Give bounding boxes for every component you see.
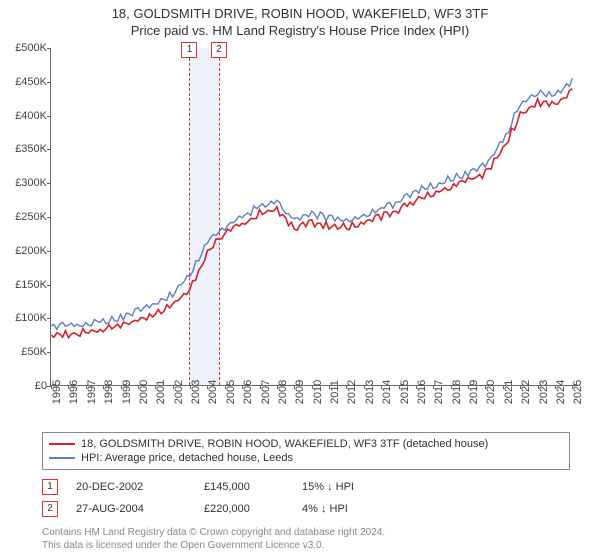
transaction-row: 2 27-AUG-2004 £220,000 4% ↓ HPI [42, 498, 570, 520]
series-property [51, 89, 572, 338]
footer-line2: This data is licensed under the Open Gov… [42, 539, 570, 552]
x-tick-label: 2016 [416, 380, 429, 404]
plot: £0£50K£100K£150K£200K£250K£300K£350K£400… [50, 48, 580, 386]
x-tick-label: 2007 [260, 380, 273, 404]
transaction-marker-box: 1 [42, 479, 58, 495]
y-tick-mark [47, 217, 51, 218]
x-tick-label: 2014 [381, 380, 394, 404]
footer: Contains HM Land Registry data © Crown c… [42, 526, 570, 552]
footer-line1: Contains HM Land Registry data © Crown c… [42, 526, 570, 539]
x-tick-label: 1997 [86, 380, 99, 404]
transaction-marker-box: 1 [181, 42, 197, 58]
x-tick-label: 2017 [433, 380, 446, 404]
x-tick-label: 2011 [329, 380, 342, 404]
x-tick-label: 2015 [399, 380, 412, 404]
chart-lines [51, 48, 581, 386]
y-tick-label: £350K [3, 143, 47, 155]
y-tick-label: £400K [3, 110, 47, 122]
x-tick-label: 2010 [312, 380, 325, 404]
transaction-marker-box: 2 [42, 501, 58, 517]
x-tick-label: 1998 [103, 380, 116, 404]
title-subtitle: Price paid vs. HM Land Registry's House … [0, 23, 600, 38]
x-tick-label: 2000 [138, 380, 151, 404]
y-tick-mark [47, 183, 51, 184]
y-tick-mark [47, 285, 51, 286]
y-tick-label: £50K [3, 346, 47, 358]
transaction-diff: 4% ↓ HPI [302, 503, 422, 515]
y-tick-label: £100K [3, 312, 47, 324]
x-tick-label: 2022 [520, 380, 533, 404]
x-tick-label: 2023 [538, 380, 551, 404]
x-tick-label: 2005 [225, 380, 238, 404]
y-tick-label: £0 [3, 380, 47, 392]
x-tick-label: 1995 [51, 380, 64, 404]
legend-label: 18, GOLDSMITH DRIVE, ROBIN HOOD, WAKEFIE… [81, 438, 488, 450]
y-tick-label: £250K [3, 211, 47, 223]
transaction-row: 1 20-DEC-2002 £145,000 15% ↓ HPI [42, 476, 570, 498]
x-tick-label: 2006 [242, 380, 255, 404]
transaction-diff: 15% ↓ HPI [302, 481, 422, 493]
y-tick-mark [47, 116, 51, 117]
title-block: 18, GOLDSMITH DRIVE, ROBIN HOOD, WAKEFIE… [0, 0, 600, 38]
x-tick-label: 2002 [173, 380, 186, 404]
transaction-date: 20-DEC-2002 [76, 481, 186, 493]
transaction-marker-line [219, 48, 220, 385]
y-tick-label: £150K [3, 279, 47, 291]
x-tick-label: 1999 [121, 380, 134, 404]
y-tick-mark [47, 149, 51, 150]
x-tick-label: 2024 [555, 380, 568, 404]
title-address: 18, GOLDSMITH DRIVE, ROBIN HOOD, WAKEFIE… [0, 6, 600, 21]
x-tick-label: 2001 [155, 380, 168, 404]
transaction-date: 27-AUG-2004 [76, 503, 186, 515]
transaction-price: £145,000 [204, 481, 284, 493]
transaction-marker-box: 2 [211, 42, 227, 58]
chart-container: 18, GOLDSMITH DRIVE, ROBIN HOOD, WAKEFIE… [0, 0, 600, 560]
y-tick-label: £300K [3, 177, 47, 189]
transaction-price: £220,000 [204, 503, 284, 515]
transactions-table: 1 20-DEC-2002 £145,000 15% ↓ HPI 2 27-AUG-200… [42, 476, 570, 520]
y-tick-label: £500K [3, 42, 47, 54]
y-tick-mark [47, 82, 51, 83]
x-tick-label: 2012 [346, 380, 359, 404]
x-tick-label: 2025 [572, 380, 585, 404]
y-tick-mark [47, 251, 51, 252]
legend-item: 18, GOLDSMITH DRIVE, ROBIN HOOD, WAKEFIE… [49, 437, 563, 451]
chart-area: £0£50K£100K£150K£200K£250K£300K£350K£400… [50, 48, 580, 408]
y-tick-label: £200K [3, 245, 47, 257]
y-tick-mark [47, 352, 51, 353]
y-tick-mark [47, 48, 51, 49]
x-tick-label: 2019 [468, 380, 481, 404]
legend-item: HPI: Average price, detached house, Leed… [49, 451, 563, 465]
legend: 18, GOLDSMITH DRIVE, ROBIN HOOD, WAKEFIE… [42, 432, 570, 470]
legend-swatch [49, 457, 75, 459]
x-tick-label: 2021 [503, 380, 516, 404]
x-tick-label: 2009 [294, 380, 307, 404]
x-tick-label: 2018 [451, 380, 464, 404]
x-tick-label: 2020 [485, 380, 498, 404]
legend-label: HPI: Average price, detached house, Leed… [81, 452, 293, 464]
x-tick-label: 1996 [68, 380, 81, 404]
x-tick-label: 2003 [190, 380, 203, 404]
x-tick-label: 2008 [277, 380, 290, 404]
series-hpi [51, 78, 572, 329]
legend-swatch [49, 443, 75, 445]
y-tick-mark [47, 318, 51, 319]
y-tick-label: £450K [3, 76, 47, 88]
transaction-marker-line [189, 48, 190, 385]
x-tick-label: 2013 [364, 380, 377, 404]
